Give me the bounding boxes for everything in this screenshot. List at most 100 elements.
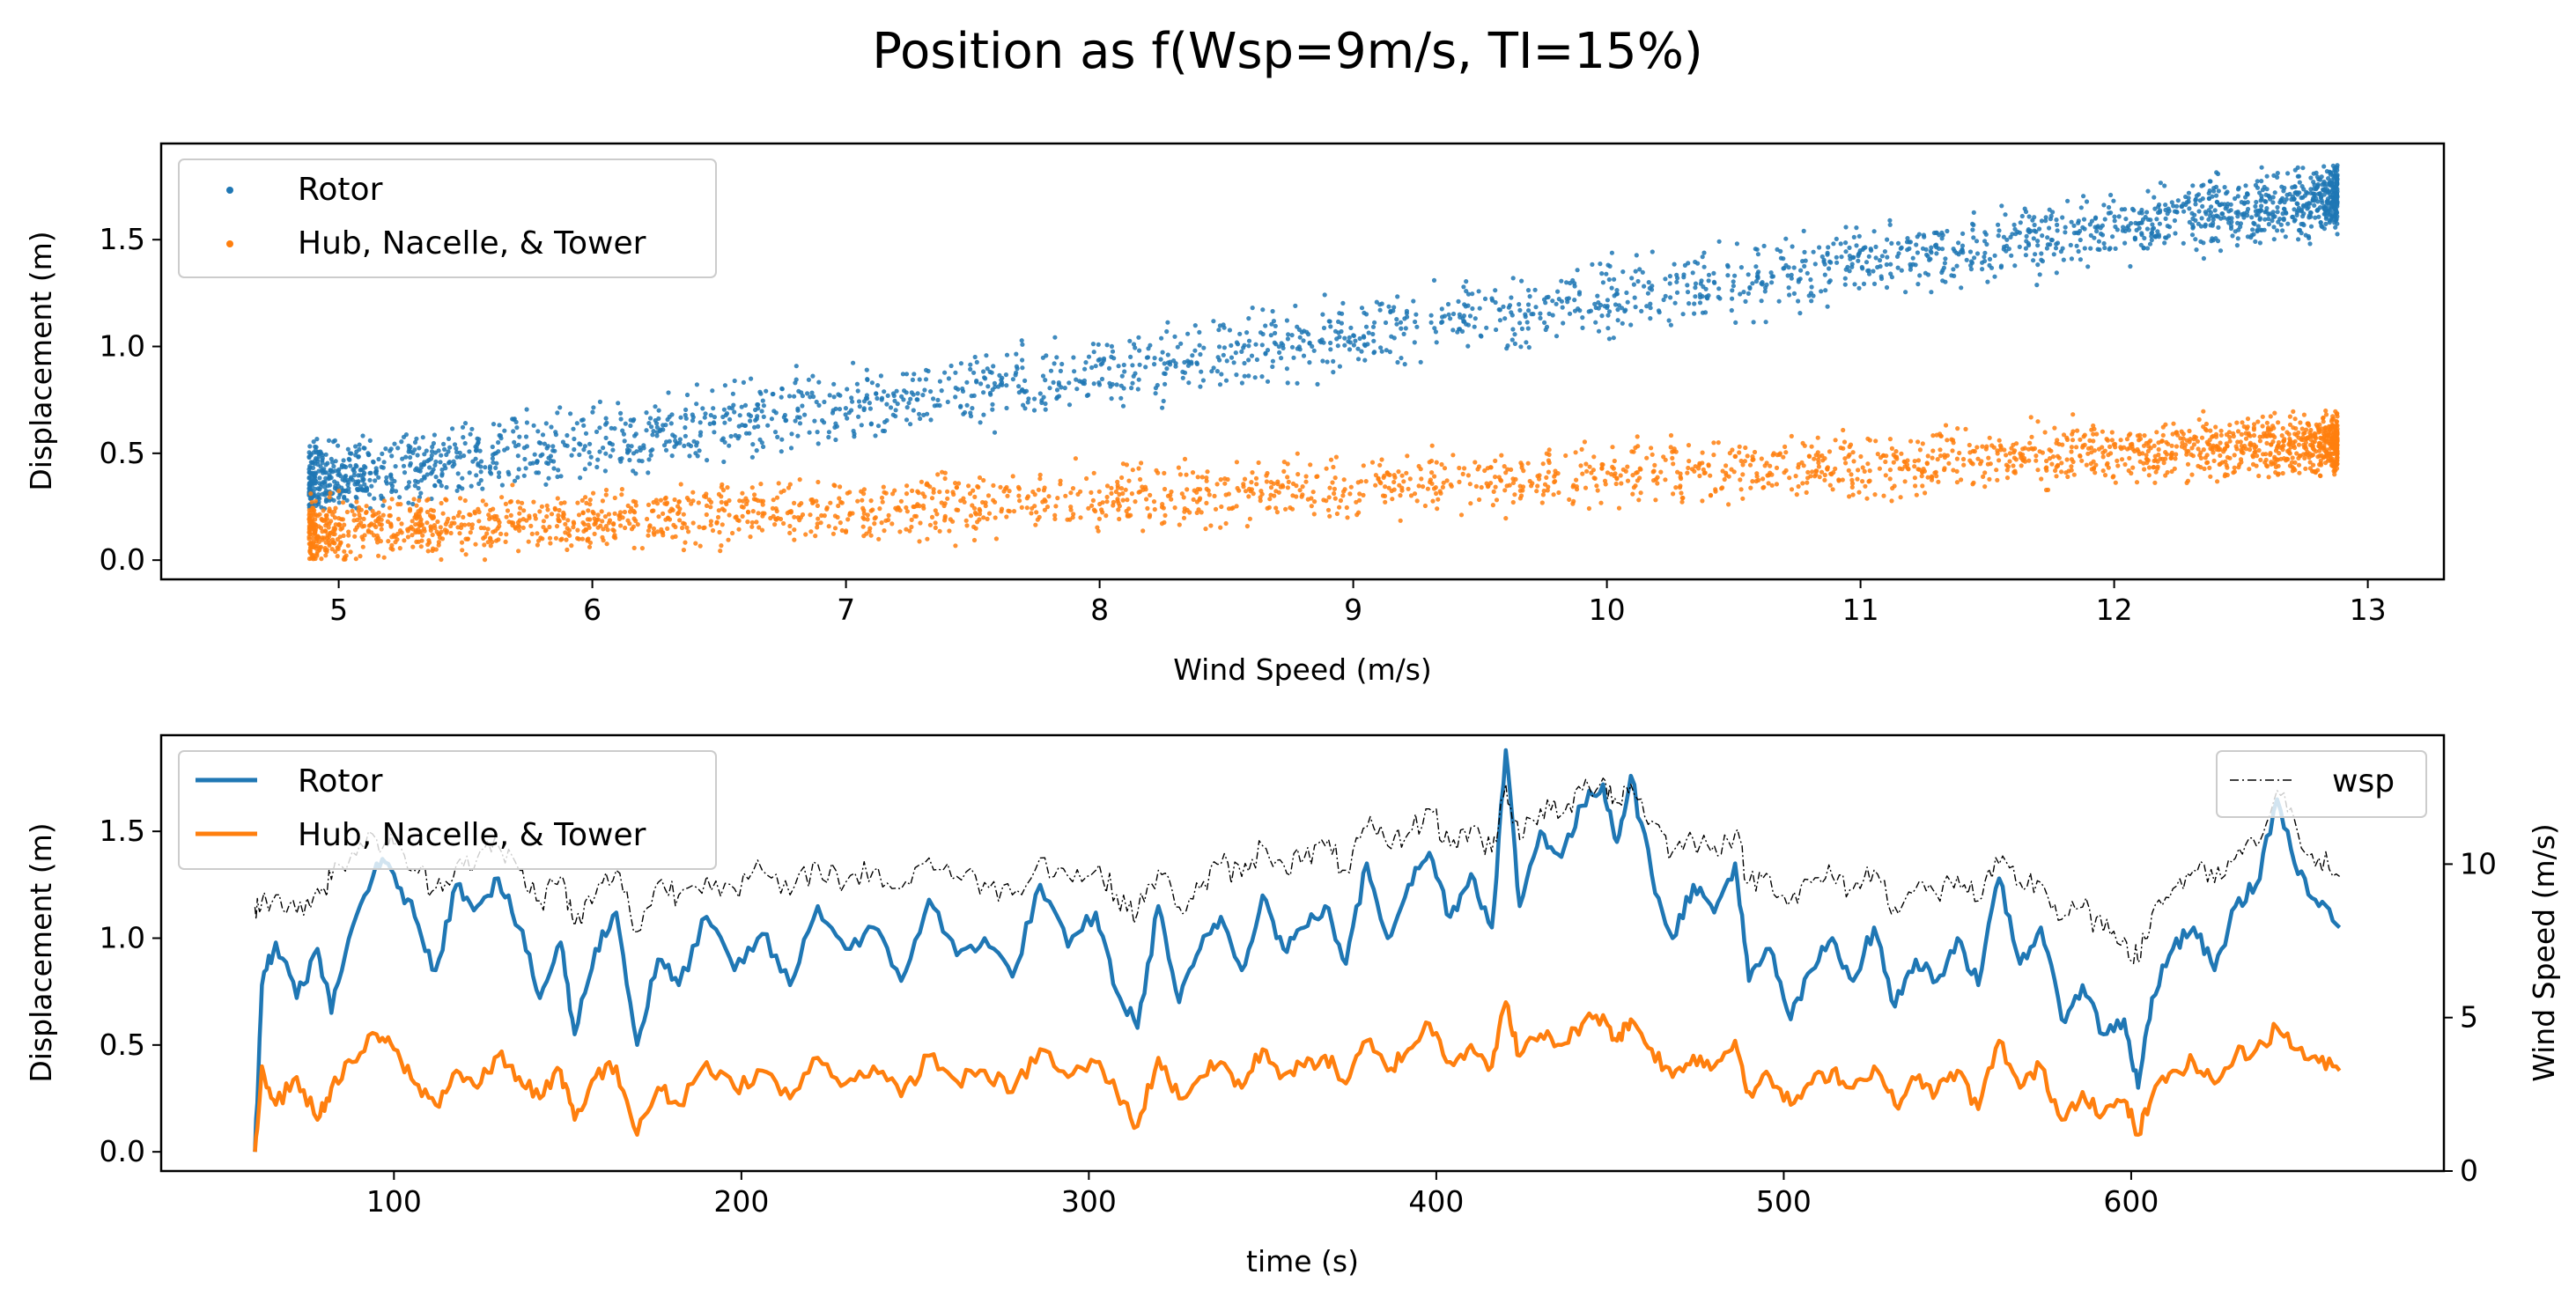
scatter-point [517,528,522,534]
scatter-point [1058,482,1063,487]
scatter-point [1399,488,1405,493]
scatter-point [1436,497,1441,502]
scatter-point [2327,220,2332,225]
scatter-point [987,390,993,396]
scatter-point [1904,239,1910,245]
scatter-point [1464,289,1469,294]
scatter-point [1253,342,1258,347]
scatter-point [1185,363,1191,368]
scatter-point [913,513,919,519]
scatter-point [1206,488,1211,493]
scatter-point [873,433,878,438]
scatter-point [1517,483,1523,489]
scatter-point [779,387,785,392]
scatter-point [1104,494,1110,500]
scatter-point [2226,220,2232,225]
scatter-point [2063,230,2068,235]
scatter-point [1678,475,1683,480]
scatter-point [556,468,561,473]
scatter-point [696,500,701,505]
scatter-point [1849,264,1855,269]
scatter-point [522,456,528,462]
scatter-point [915,391,920,396]
scatter-point [370,513,375,519]
scatter-point [2263,457,2269,462]
scatter-point [1925,475,1930,480]
scatter-point [1168,362,1173,367]
scatter-point [2035,262,2041,268]
scatter-point [462,421,469,426]
scatter-point [828,500,833,505]
scatter-point [2269,442,2274,447]
scatter-point [2296,442,2301,447]
scatter-point [2218,216,2224,221]
scatter-point [332,515,337,520]
scatter-point [475,442,480,447]
scatter-point [1284,318,1289,323]
scatter-point [1523,312,1528,317]
scatter-point [2248,235,2254,240]
scatter-point [1162,486,1168,492]
scatter-point [1333,454,1339,460]
scatter-point [1007,489,1012,494]
scatter-point [1418,359,1423,365]
scatter-point [1482,296,1488,301]
scatter-point [557,507,562,513]
scatter-point [441,441,447,446]
scatter-point [1207,492,1212,497]
scatter-point [1999,203,2004,209]
scatter-point [1576,306,1581,312]
scatter-point [1383,320,1389,326]
scatter-point [381,460,387,465]
scatter-point [771,391,776,397]
scatter-point [1915,250,1920,255]
scatter-point [1465,291,1472,297]
scatter-point [1630,473,1635,478]
scatter-point [1043,407,1048,412]
scatter-point [1100,510,1105,515]
scatter-point [574,421,579,426]
scatter-point [2039,476,2044,482]
scatter-point [342,494,347,500]
scatter-point [1434,460,1439,465]
scatter-point [851,360,856,365]
scatter-point [741,505,746,510]
scatter-point [2304,189,2309,195]
scatter-point [412,439,418,445]
scatter-point [1791,265,1797,270]
scatter-point [1273,323,1278,328]
scatter-point [1751,320,1756,325]
scatter-point [1850,450,1856,455]
scatter-point [1321,325,1327,331]
scatter-point [752,424,757,430]
scatter-point [395,502,401,507]
scatter-point [1172,505,1177,511]
scatter-point [1638,490,1643,496]
scatter-point [1249,353,1255,358]
scatter-point [344,497,350,503]
scatter-point [865,377,870,382]
scatter-point [1560,305,1565,310]
scatter-point [482,526,487,531]
scatter-point [2317,441,2322,446]
scatter-point [1494,327,1499,333]
scatter-point [616,401,621,406]
scatter-point [1591,475,1597,481]
scatter-point [2246,206,2251,212]
scatter-point [2026,230,2032,235]
scatter-point [1355,346,1361,351]
scatter-point [1646,280,1651,285]
scatter-point [452,442,458,447]
scatter-point [1864,496,1870,501]
scatter-point [1912,464,1917,469]
scatter-point [648,448,653,453]
scatter-point [555,474,560,480]
scatter-point [1090,497,1096,504]
scatter-point [1889,240,1894,246]
scatter-point [2332,196,2337,202]
scatter-point [1763,285,1768,291]
scatter-point [1281,460,1287,465]
scatter-point [1433,329,1438,335]
scatter-point [655,529,661,534]
scatter-point [755,402,760,408]
